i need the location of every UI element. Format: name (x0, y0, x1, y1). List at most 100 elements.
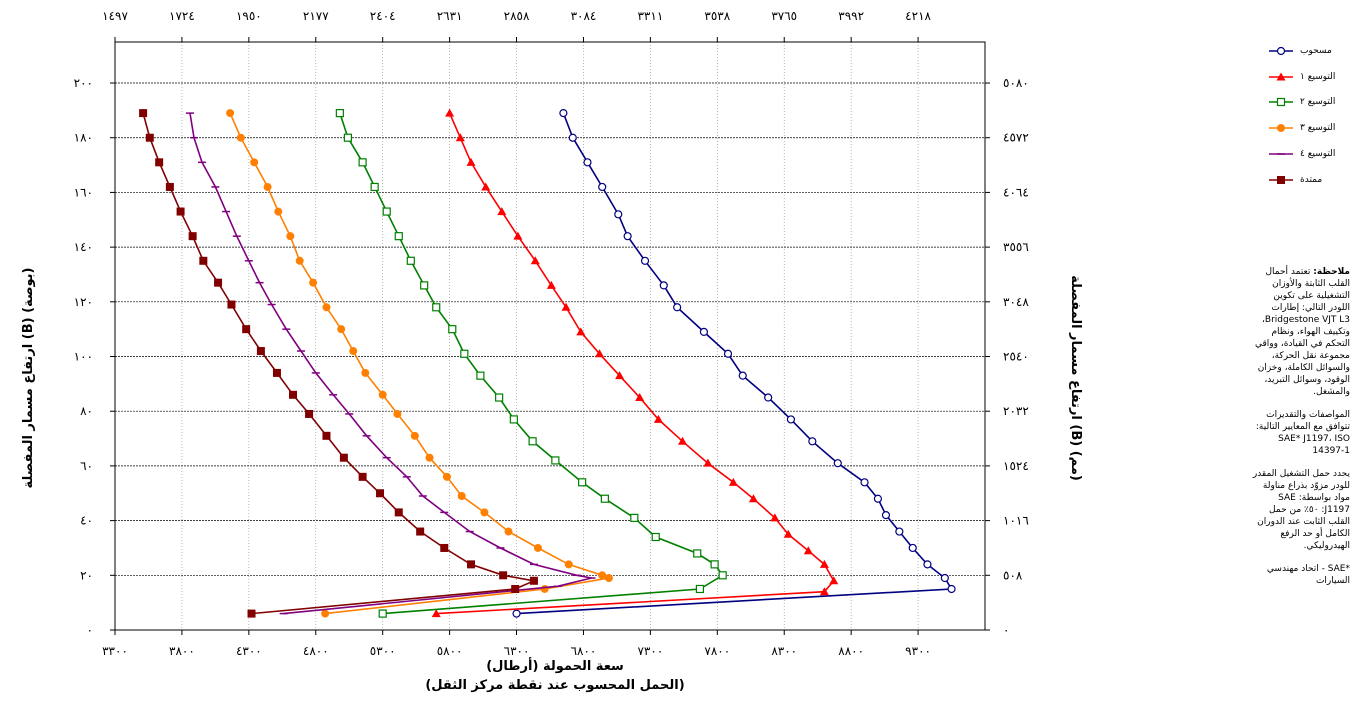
data-point (509, 415, 518, 424)
x-tick-label: ٧٣٠٠ (637, 644, 663, 658)
x2-tick-label: ١٩٥٠ (236, 9, 262, 23)
x-tick-label: ٦٣٠٠ (504, 644, 530, 658)
data-point (247, 609, 256, 618)
data-point (738, 371, 747, 380)
data-point (908, 543, 917, 553)
y-tick-label: ١٦٠ (74, 185, 93, 199)
data-point (673, 303, 682, 312)
x-tick-label: ٤٨٠٠ (303, 644, 329, 658)
y-tick-label: ٢٠٠ (74, 76, 93, 90)
x-tick-label: ٨٨٠٠ (838, 644, 864, 658)
rated-load-text: يحدد حمل التشغيل المقدر للودر مزوّد بذرا… (1252, 469, 1350, 551)
data-point (272, 368, 281, 377)
data-point (499, 571, 508, 580)
data-point (728, 477, 738, 486)
data-point (309, 278, 318, 287)
data-point (947, 584, 956, 594)
data-point (881, 511, 891, 520)
data-point (595, 349, 605, 358)
data-point (393, 409, 402, 418)
data-point (511, 584, 520, 593)
data-point (551, 456, 560, 465)
x2-tick-label: ٣٩٩٢ (838, 9, 864, 23)
data-point (819, 587, 829, 596)
legend-swatch-marker (1276, 46, 1286, 55)
y2-tick-label: ٢٠٣٢ (1003, 404, 1029, 418)
data-point (614, 210, 623, 219)
x-tick-label: ٩٣٠٠ (905, 644, 931, 658)
y2-tick-label: ٥٠٨ (1003, 568, 1023, 582)
data-point (214, 278, 223, 287)
data-point (188, 232, 197, 241)
legend-swatch-marker (1277, 124, 1285, 133)
data-point (236, 133, 245, 142)
legend-label: ممتدة (1300, 174, 1323, 185)
data-point (495, 393, 504, 402)
legend-swatch (1269, 46, 1293, 55)
data-point (559, 109, 568, 118)
specs-paragraph: المواصفات والتقديرات تتوافق مع المعايير ا… (1250, 409, 1350, 457)
y2-tick-label: ٤٠٦٤ (1003, 185, 1029, 199)
data-point (263, 182, 272, 191)
x2-tick-label: ١٤٩٧ (102, 9, 128, 23)
series-line (516, 112, 953, 615)
axis-ticks: ٣٣٠٠ ١٤٩٧ ٣٨٠٠ ١٧٢٤ ٤٣٠٠ ١٩٥٠ ٤٨٠٠ ٢١٧٧ ٥٣٠٠ ٢٤٠٤… (74, 9, 1030, 658)
x2-tick-label: ٣٠٨٤ (571, 9, 597, 23)
data-point (873, 494, 883, 503)
specs-text: تتوافق مع المعايير التالية: SAE* J1197، … (1255, 422, 1350, 456)
data-point (394, 232, 403, 241)
data-point (833, 459, 842, 468)
data-point (651, 532, 660, 542)
legend-label: التوسيع ٤ (1300, 149, 1336, 160)
data-point (199, 256, 208, 265)
x-axis-subtitle: (الحمل المحسوب عند نقطة مركز الثقل) (425, 678, 684, 693)
y-tick-label: ١٤٠ (74, 240, 93, 254)
legend-swatch (1269, 98, 1293, 107)
y-axis-title-right: ارتفاع مسمار المفصلة (B) (مم) (1068, 275, 1083, 481)
data-point (378, 390, 387, 399)
data-point (322, 431, 331, 440)
data-point (693, 549, 702, 558)
data-point (529, 576, 538, 585)
data-point (481, 182, 491, 191)
series-3 (335, 109, 727, 618)
data-point (659, 281, 668, 290)
data-point (513, 231, 523, 240)
data-point (476, 371, 485, 380)
data-point (699, 327, 709, 336)
x-tick-label: ٧٨٠٠ (704, 644, 730, 658)
data-point (497, 207, 507, 216)
legend-swatch (1269, 153, 1293, 155)
data-point (678, 436, 688, 445)
data-point (718, 571, 727, 580)
legend-swatch-marker (1276, 98, 1286, 107)
x-tick-label: ٥٨٠٠ (437, 644, 463, 658)
data-point (242, 325, 251, 334)
data-point (440, 543, 449, 552)
specs-title: المواصفات والتقديرات (1266, 410, 1350, 420)
y2-tick-label: ٢٥٤٠ (1003, 350, 1029, 364)
data-point (358, 158, 367, 167)
data-point (640, 256, 650, 265)
y-tick-label: ١٢٠ (74, 295, 93, 309)
data-point (723, 349, 733, 358)
data-point (370, 182, 379, 192)
legend-swatch-marker (1276, 72, 1286, 81)
data-point (653, 414, 663, 423)
y2-tick-label: ٣٥٥٦ (1003, 240, 1029, 254)
x-tick-label: ٤٣٠٠ (236, 644, 262, 658)
legend-label: التوسيع ٣ (1300, 123, 1336, 134)
y2-tick-label: ٠ (1003, 623, 1009, 637)
data-point (416, 527, 425, 536)
data-point (455, 133, 465, 142)
note-paragraph: ملاحظة: تعتمد أحمال القلب الثابتة والأوز… (1250, 266, 1350, 398)
data-point (445, 108, 455, 117)
data-point (250, 158, 259, 167)
y-tick-label: ٢٠ (80, 568, 93, 582)
data-point (530, 256, 540, 265)
data-point (786, 415, 796, 424)
x2-tick-label: ٣٣١١ (637, 9, 663, 23)
y2-tick-label: ٣٠٤٨ (1003, 295, 1029, 309)
y-tick-label: ٦٠ (80, 459, 93, 473)
legend-item: التوسيع ٤ (1268, 141, 1352, 167)
